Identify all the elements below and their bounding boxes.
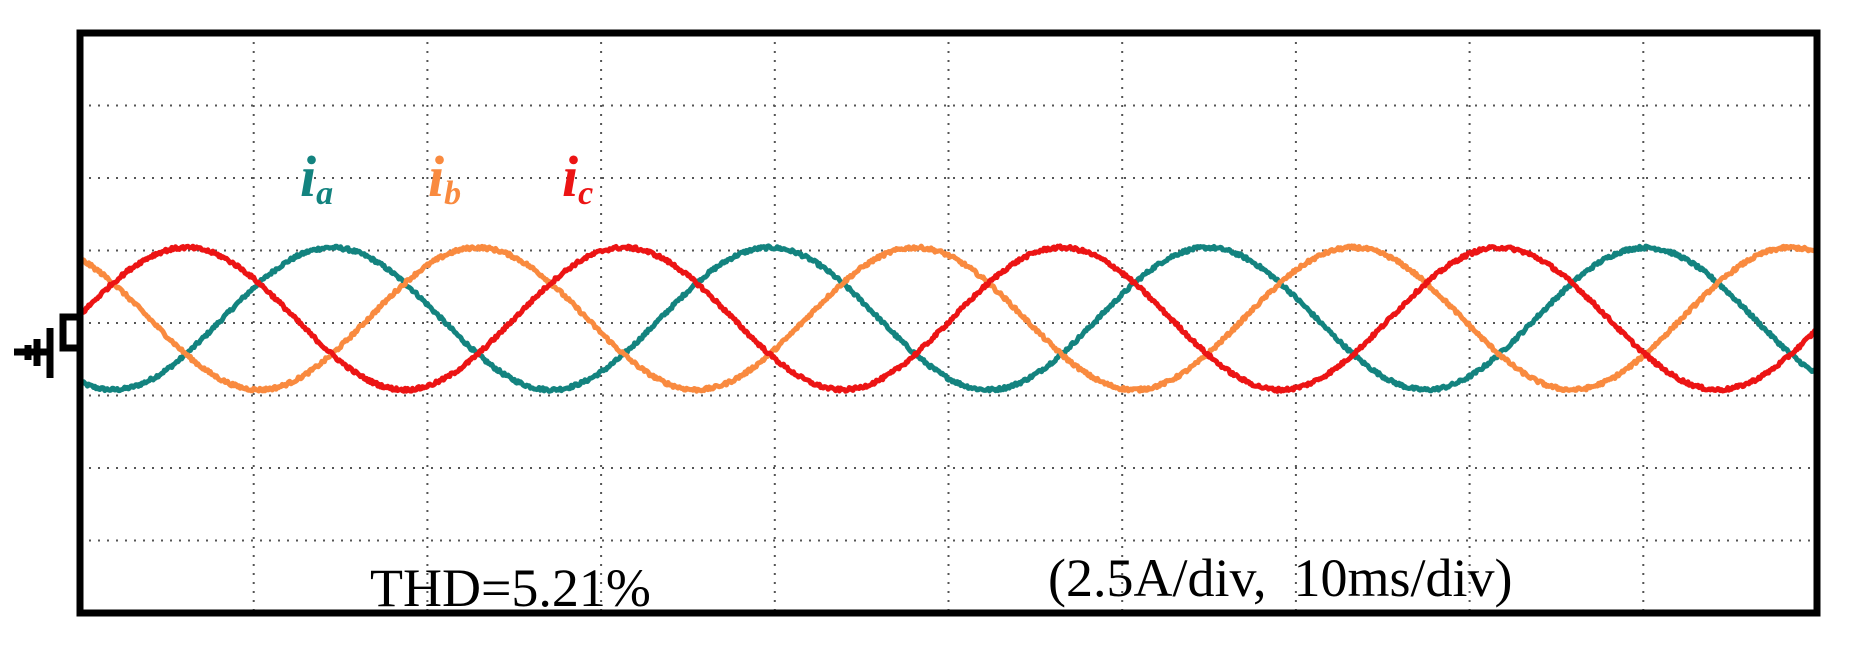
series-line-ib (78, 243, 1819, 394)
series-label-ib: ib (428, 144, 461, 212)
series-label-ia: ia (300, 144, 333, 212)
series-line-ia (77, 243, 1819, 394)
ground-marker-icon (14, 313, 80, 378)
series-label-ic: ic (562, 144, 593, 212)
scale-annotation: (2.5A/div, 10ms/div) (1048, 548, 1512, 608)
series-line-ic (78, 243, 1819, 394)
waveforms (77, 243, 1819, 394)
plot-frame (76, 29, 1821, 617)
thd-annotation: THD=5.21% (370, 558, 651, 618)
series-labels: ia ib ic (300, 144, 593, 212)
grid (80, 33, 1817, 613)
